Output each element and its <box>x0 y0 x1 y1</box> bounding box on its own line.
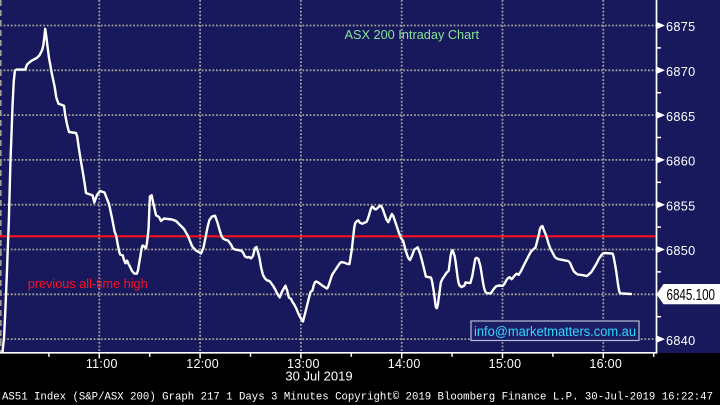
svg-text:14:00: 14:00 <box>388 357 421 371</box>
svg-text:previous all-time high: previous all-time high <box>28 276 148 291</box>
svg-text:13:00: 13:00 <box>287 357 320 371</box>
svg-text:AS51 Index (S&P/ASX 200) Graph: AS51 Index (S&P/ASX 200) Graph 217 1 Day… <box>2 392 713 404</box>
svg-text:ASX 200 Intraday Chart: ASX 200 Intraday Chart <box>345 27 480 42</box>
svg-text:6865: 6865 <box>666 110 695 124</box>
svg-text:30 Jul 2019: 30 Jul 2019 <box>285 369 352 384</box>
svg-text:6860: 6860 <box>666 155 695 169</box>
svg-text:11:00: 11:00 <box>86 357 118 371</box>
svg-text:12:00: 12:00 <box>186 357 219 371</box>
svg-text:6845.100: 6845.100 <box>667 287 716 304</box>
svg-text:6850: 6850 <box>666 244 695 258</box>
svg-text:6840: 6840 <box>666 334 695 348</box>
svg-text:16:00: 16:00 <box>589 357 622 371</box>
svg-text:6870: 6870 <box>666 65 695 79</box>
svg-text:15:00: 15:00 <box>489 357 522 371</box>
svg-text:6855: 6855 <box>666 199 695 213</box>
svg-text:info@marketmatters.com.au: info@marketmatters.com.au <box>474 324 636 340</box>
svg-text:6875: 6875 <box>666 20 695 34</box>
